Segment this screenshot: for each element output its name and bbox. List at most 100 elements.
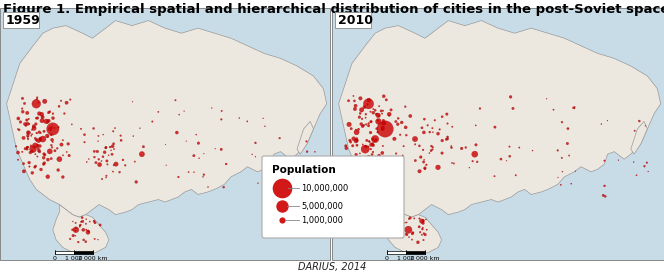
Point xyxy=(370,137,380,141)
Point xyxy=(81,228,92,232)
Point xyxy=(181,139,191,143)
Point xyxy=(562,126,573,131)
Text: 2 000 km: 2 000 km xyxy=(410,256,440,261)
Point xyxy=(258,116,268,121)
Point xyxy=(363,172,373,177)
Point xyxy=(54,157,64,161)
Point xyxy=(23,133,33,138)
Point xyxy=(84,230,94,234)
Point xyxy=(392,122,403,126)
Point xyxy=(23,135,33,139)
Point xyxy=(404,217,414,221)
Point xyxy=(377,122,388,126)
Point xyxy=(371,126,382,131)
Point xyxy=(394,158,404,162)
Point xyxy=(110,126,120,130)
Point xyxy=(203,185,213,189)
Point xyxy=(400,232,411,236)
Bar xyxy=(332,8,664,260)
Bar xyxy=(387,251,406,254)
Point xyxy=(93,238,104,242)
Point xyxy=(23,130,33,135)
Point xyxy=(54,104,64,109)
Point xyxy=(464,165,475,170)
Point xyxy=(59,111,70,116)
Point xyxy=(33,143,43,148)
Point xyxy=(417,126,428,130)
Point xyxy=(52,146,62,150)
Point xyxy=(38,137,48,141)
Point xyxy=(360,164,371,168)
Text: 2010: 2010 xyxy=(338,13,373,27)
Point xyxy=(46,156,56,161)
Point xyxy=(602,118,613,123)
Point xyxy=(362,102,373,107)
Point xyxy=(437,115,448,119)
Bar xyxy=(74,251,93,254)
Point xyxy=(77,215,88,220)
Point xyxy=(33,138,44,143)
Point xyxy=(405,216,416,220)
Text: 1,000,000: 1,000,000 xyxy=(301,215,343,224)
Point xyxy=(33,146,43,150)
Point xyxy=(356,122,367,126)
Point xyxy=(362,156,373,160)
Point xyxy=(628,160,639,164)
Point xyxy=(357,142,368,147)
Point xyxy=(456,146,467,151)
Point xyxy=(274,136,285,140)
Point xyxy=(83,229,94,233)
Point xyxy=(46,145,57,150)
Point xyxy=(417,227,428,231)
Point xyxy=(32,154,42,159)
Point xyxy=(207,106,217,110)
Point xyxy=(390,227,401,232)
Point xyxy=(137,152,147,156)
Point xyxy=(302,149,313,154)
Point xyxy=(511,173,521,178)
Point xyxy=(218,185,229,189)
Point xyxy=(359,105,370,109)
Point xyxy=(58,175,68,179)
Point xyxy=(70,233,81,238)
Point xyxy=(100,146,111,150)
Point xyxy=(14,128,25,132)
Text: 1 000: 1 000 xyxy=(397,256,415,261)
Point xyxy=(76,220,86,224)
Point xyxy=(37,115,48,119)
Point xyxy=(98,132,108,137)
Point xyxy=(378,94,389,98)
Point xyxy=(378,144,388,148)
Point xyxy=(384,113,394,118)
Point xyxy=(366,119,376,124)
Point xyxy=(418,238,429,242)
Polygon shape xyxy=(7,21,327,217)
Point xyxy=(107,152,118,156)
Point xyxy=(108,129,118,133)
Point xyxy=(65,237,76,241)
Point xyxy=(344,122,355,127)
Point xyxy=(23,137,33,141)
Point xyxy=(419,117,430,121)
Point xyxy=(349,99,360,103)
Point xyxy=(84,157,94,161)
Point xyxy=(84,219,95,224)
Point xyxy=(90,221,100,225)
Point xyxy=(31,138,42,142)
Point xyxy=(570,169,581,173)
Point xyxy=(34,130,44,134)
Point xyxy=(350,107,361,111)
Point xyxy=(292,190,303,194)
Point xyxy=(70,228,81,232)
Point xyxy=(364,139,374,143)
Point xyxy=(373,114,384,118)
Point xyxy=(396,120,407,125)
Point xyxy=(369,139,380,143)
Point xyxy=(347,144,358,148)
Point xyxy=(216,109,227,113)
Point xyxy=(26,144,37,148)
Point xyxy=(368,110,378,115)
Point xyxy=(389,137,400,141)
Point xyxy=(56,99,66,103)
Point xyxy=(39,162,49,166)
